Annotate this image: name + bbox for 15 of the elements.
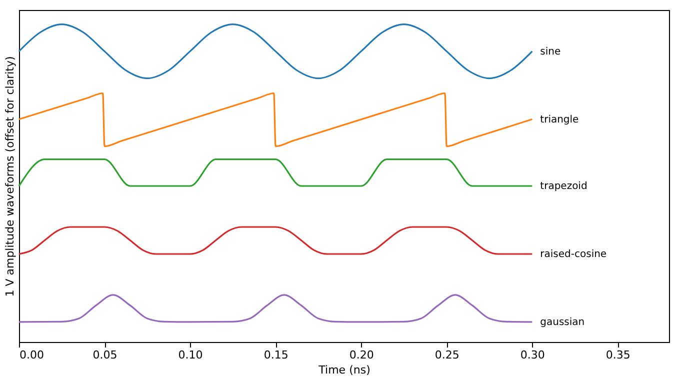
- x-tick-label: 0.15: [264, 348, 288, 362]
- x-axis-title: Time (ns): [318, 364, 370, 376]
- x-tick-label: 0.10: [178, 348, 203, 362]
- x-tick-label: 0.30: [520, 348, 545, 362]
- x-tick-label: 0.35: [606, 348, 630, 362]
- y-axis-title: 1 V amplitude waveforms (offset for clarity): [4, 56, 16, 297]
- series-label: trapezoid: [540, 181, 588, 192]
- x-tick-label: 0.05: [92, 348, 118, 362]
- series-label: triangle: [540, 114, 579, 126]
- x-tick-label: 0.25: [434, 348, 460, 362]
- x-tick-label: 0.00: [20, 348, 44, 362]
- series-label: sine: [540, 46, 561, 58]
- x-tick-label: 0.20: [349, 348, 374, 362]
- series-label: gaussian: [540, 316, 585, 328]
- series-label: raised-cosine: [540, 248, 607, 260]
